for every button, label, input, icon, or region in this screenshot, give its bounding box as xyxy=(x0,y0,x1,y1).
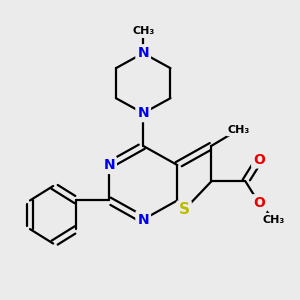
Text: N: N xyxy=(137,106,149,120)
Text: O: O xyxy=(253,196,265,210)
Text: CH₃: CH₃ xyxy=(263,214,285,224)
Text: N: N xyxy=(103,158,115,172)
Text: N: N xyxy=(137,212,149,226)
Text: CH₃: CH₃ xyxy=(132,26,154,36)
Text: S: S xyxy=(178,202,190,217)
Text: O: O xyxy=(253,152,265,167)
Text: N: N xyxy=(137,46,149,60)
Text: CH₃: CH₃ xyxy=(227,124,250,134)
